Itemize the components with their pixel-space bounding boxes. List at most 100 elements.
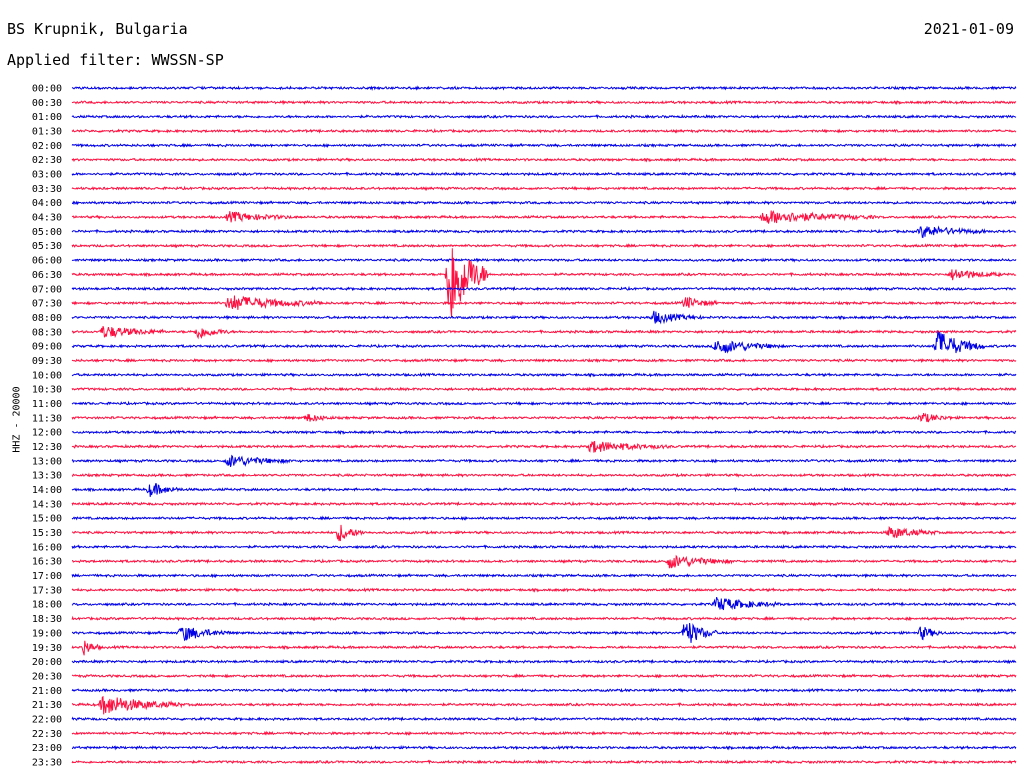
- row-label-1730: 17:30: [32, 585, 62, 596]
- trace-2030: [71, 673, 1017, 679]
- trace-1600: [71, 544, 1017, 550]
- row-label-0230: 02:30: [32, 155, 62, 166]
- trace-2200: [71, 715, 1017, 722]
- trace-1000: [71, 372, 1017, 378]
- trace-2130: [71, 695, 1017, 715]
- row-label-0430: 04:30: [32, 213, 62, 224]
- row-label-2030: 20:30: [32, 671, 62, 682]
- trace-0930: [71, 357, 1017, 364]
- row-label-2200: 22:00: [32, 714, 62, 725]
- trace-1730: [71, 587, 1017, 593]
- trace-2000: [71, 658, 1017, 665]
- trace-0200: [71, 142, 1017, 149]
- row-label-1800: 18:00: [32, 600, 62, 611]
- row-label-1430: 14:30: [32, 499, 62, 510]
- row-label-1400: 14:00: [32, 485, 62, 496]
- row-label-1030: 10:30: [32, 385, 62, 396]
- trace-2330: [71, 759, 1017, 765]
- trace-1830: [71, 615, 1017, 622]
- trace-0130: [71, 128, 1017, 134]
- row-label-1500: 15:00: [32, 514, 62, 525]
- trace-1030: [71, 386, 1017, 392]
- row-label-2300: 23:00: [32, 743, 62, 754]
- row-label-0800: 08:00: [32, 313, 62, 324]
- row-label-0100: 01:00: [32, 112, 62, 123]
- row-label-1700: 17:00: [32, 571, 62, 582]
- row-label-1130: 11:30: [32, 413, 62, 424]
- row-label-2130: 21:30: [32, 700, 62, 711]
- trace-0530: [71, 243, 1017, 249]
- trace-0400: [71, 200, 1017, 206]
- row-label-0600: 06:00: [32, 256, 62, 267]
- trace-0730: [71, 295, 1017, 310]
- trace-0430: [71, 210, 1017, 224]
- trace-0630: [71, 248, 1017, 318]
- row-label-0200: 02:00: [32, 141, 62, 152]
- row-label-2000: 20:00: [32, 657, 62, 668]
- row-label-1830: 18:30: [32, 614, 62, 625]
- trace-1300: [71, 454, 1017, 467]
- trace-0900: [71, 331, 1017, 354]
- trace-0600: [71, 257, 1017, 263]
- row-label-0130: 01:30: [32, 127, 62, 138]
- row-label-1200: 12:00: [32, 428, 62, 439]
- row-label-0930: 09:30: [32, 356, 62, 367]
- trace-1330: [71, 472, 1016, 478]
- trace-1100: [71, 400, 1017, 407]
- row-label-2230: 22:30: [32, 729, 62, 740]
- trace-1800: [71, 597, 1017, 611]
- row-label-1900: 19:00: [32, 628, 62, 639]
- trace-1700: [71, 572, 1017, 579]
- trace-0000: [71, 85, 1017, 91]
- trace-1930: [71, 640, 1017, 656]
- row-label-1530: 15:30: [32, 528, 62, 539]
- row-label-0730: 07:30: [32, 299, 62, 310]
- row-label-2100: 21:00: [32, 686, 62, 697]
- trace-0030: [71, 99, 1017, 106]
- trace-2100: [71, 687, 1017, 693]
- row-label-0300: 03:00: [32, 170, 62, 181]
- trace-2300: [71, 744, 1017, 751]
- date-label: 2021-01-09: [923, 20, 1014, 38]
- row-label-0030: 00:30: [32, 98, 62, 109]
- trace-2230: [71, 730, 1017, 736]
- trace-1430: [71, 500, 1017, 507]
- row-label-0330: 03:30: [32, 184, 62, 195]
- trace-0300: [71, 171, 1017, 177]
- row-label-1330: 13:30: [32, 471, 62, 482]
- trace-1130: [71, 412, 1017, 423]
- row-label-0700: 07:00: [32, 284, 62, 295]
- trace-0330: [71, 185, 1016, 191]
- trace-1500: [71, 515, 1017, 521]
- trace-1630: [71, 554, 1017, 569]
- row-label-1230: 12:30: [32, 442, 62, 453]
- row-label-0400: 04:00: [32, 198, 62, 209]
- row-label-0530: 05:30: [32, 241, 62, 252]
- trace-0700: [71, 285, 1017, 292]
- trace-1900: [71, 622, 1017, 643]
- row-label-1000: 10:00: [32, 370, 62, 381]
- station-title: BS Krupnik, Bulgaria: [7, 20, 188, 38]
- row-label-0900: 09:00: [32, 342, 62, 353]
- trace-0230: [71, 157, 1016, 163]
- row-label-1600: 16:00: [32, 542, 62, 553]
- row-label-1630: 16:30: [32, 557, 62, 568]
- row-label-0630: 06:30: [32, 270, 62, 281]
- row-label-0830: 08:30: [32, 327, 62, 338]
- trace-1200: [71, 429, 1017, 435]
- row-tick-labels: 00:00 00:30 01:00 01:30 02:00 02:30 03:00 03:30…: [32, 84, 62, 769]
- trace-0800: [71, 310, 1017, 325]
- row-label-1930: 19:30: [32, 643, 62, 654]
- row-label-1300: 13:00: [32, 456, 62, 467]
- row-label-0500: 05:00: [32, 227, 62, 238]
- trace-1400: [71, 483, 1017, 497]
- row-label-0000: 00:00: [32, 84, 62, 95]
- row-label-2330: 23:30: [32, 757, 62, 768]
- trace-0100: [71, 113, 1017, 120]
- filter-label: Applied filter: WWSSN-SP: [7, 51, 224, 69]
- trace-0500: [71, 225, 1017, 239]
- seismogram-traces: [71, 85, 1017, 765]
- row-label-1100: 11:00: [32, 399, 62, 410]
- trace-1230: [71, 440, 1017, 453]
